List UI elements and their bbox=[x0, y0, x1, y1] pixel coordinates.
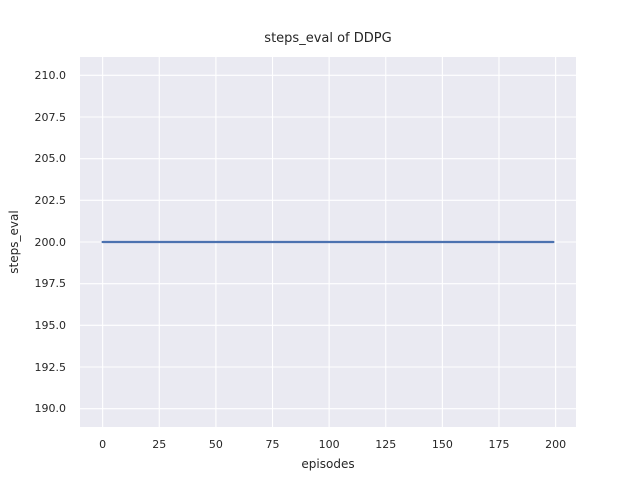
y-tick-label: 210.0 bbox=[34, 68, 67, 82]
y-axis-label: steps_eval bbox=[7, 210, 21, 274]
y-tick-label: 192.5 bbox=[34, 360, 67, 374]
x-tick-label: 125 bbox=[375, 438, 397, 451]
x-tick-label: 50 bbox=[208, 438, 223, 451]
y-tick-label: 195.0 bbox=[34, 318, 67, 332]
x-tick-label: 100 bbox=[318, 438, 340, 451]
plot-canvas bbox=[80, 57, 576, 427]
x-tick-label: 0 bbox=[99, 438, 107, 451]
x-tick-label: 175 bbox=[488, 438, 510, 451]
x-tick-label: 200 bbox=[545, 438, 567, 451]
plot-area bbox=[80, 57, 576, 427]
y-tick-label: 202.5 bbox=[34, 193, 67, 207]
y-tick-label: 205.0 bbox=[34, 152, 67, 166]
y-tick-label: 197.5 bbox=[34, 277, 67, 291]
y-tick-label: 207.5 bbox=[34, 110, 67, 124]
y-tick-label: 200.0 bbox=[34, 235, 67, 249]
x-tick-label: 150 bbox=[431, 438, 453, 451]
x-axis-label: episodes bbox=[301, 457, 355, 471]
chart-title: steps_eval of DDPG bbox=[264, 31, 392, 46]
x-tick-label: 75 bbox=[265, 438, 280, 451]
y-tick-label: 190.0 bbox=[34, 402, 67, 416]
x-tick-label: 25 bbox=[152, 438, 167, 451]
